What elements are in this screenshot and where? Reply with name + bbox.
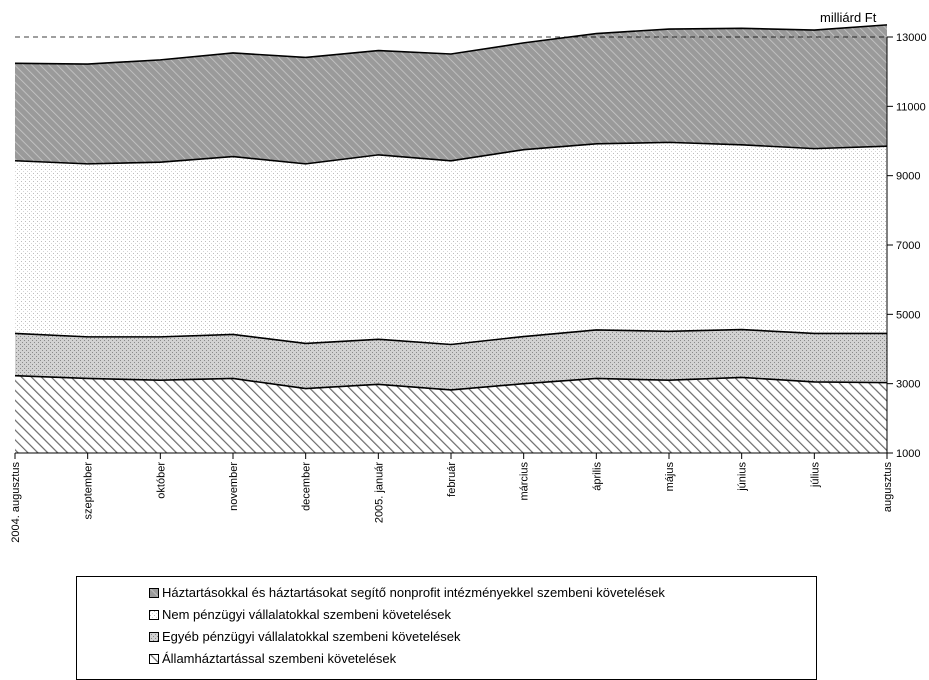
area-haztartasokkal-es-haztartasokat-segito-nonprofit-intezmenyekkel-szembeni-kovetelesek: [15, 24, 887, 164]
area-nem-penzugyi-vallalatokkal-szembeni-kovetelesek: [15, 142, 887, 345]
legend-swatch: [149, 587, 159, 598]
legend-swatch: [149, 609, 159, 620]
unit-label: milliárd Ft: [820, 10, 877, 25]
y-tick-label: 11000: [896, 101, 926, 113]
y-tick-label: 7000: [896, 240, 920, 252]
x-tick-label: július: [809, 462, 821, 489]
x-tick-label: március: [519, 462, 531, 501]
x-tick-label: május: [664, 462, 676, 492]
legend-item: Nem pénzügyi vállalatokkal szembeni köve…: [149, 607, 451, 622]
y-tick-label: 9000: [896, 171, 920, 183]
y-tick-label: 3000: [896, 379, 920, 391]
legend-item: Államháztartással szembeni követelések: [149, 651, 396, 666]
legend: Háztartásokkal és háztartásokat segítő n…: [76, 576, 817, 680]
area-egyeb-penzugyi-vallalatokkal-szembeni-kovetelesek: [15, 329, 887, 390]
x-tick-label: 2005. január: [373, 462, 385, 523]
legend-label: Háztartásokkal és háztartásokat segítő n…: [162, 585, 665, 600]
legend-label: Nem pénzügyi vállalatokkal szembeni köve…: [162, 607, 452, 622]
edge-egyeb-penzugyi-vallalatokkal-szembeni-kovetelesek: [14, 328, 887, 346]
x-tick-label: szeptember: [83, 462, 95, 520]
legend-item: Egyéb pénzügyi vállalatokkal szembeni kö…: [149, 629, 460, 644]
legend-label: Államháztartással szembeni követelések: [162, 651, 397, 666]
edge-allamhaztartassal-szembeni-kovetelesek: [14, 374, 888, 391]
y-tick-label: 5000: [896, 309, 920, 321]
legend-label: Egyéb pénzügyi vállalatokkal szembeni kö…: [162, 629, 461, 644]
y-tick-label: 1000: [896, 448, 920, 460]
legend-swatch: [149, 653, 159, 664]
area-allamhaztartassal-szembeni-kovetelesek: [15, 375, 887, 453]
x-tick-label: április: [591, 462, 603, 491]
x-tick-label: augusztus: [882, 462, 894, 513]
x-tick-label: június: [737, 462, 749, 492]
x-tick-label: december: [301, 462, 313, 511]
area-layers: [15, 24, 887, 453]
edge-nem-penzugyi-vallalatokkal-szembeni-kovetelesek: [14, 141, 888, 165]
y-tick-label: 13000: [896, 32, 927, 44]
axes: [14, 36, 893, 459]
x-tick-labels: 2004. augusztus szeptember október november…: [10, 462, 894, 543]
x-tick-label: február: [446, 462, 458, 497]
edge-haztartasokkal-es-haztartasokat-segito-nonprofit-intezmenyekkel-szembeni-kovetelesek: [14, 24, 888, 65]
legend-swatch: [149, 631, 159, 642]
x-tick-label: november: [228, 462, 240, 511]
x-tick-label: 2004. augusztus: [10, 462, 22, 543]
y-tick-labels: 1000 3000 5000 7000 9000 11000 13000: [896, 32, 927, 460]
legend-item: Háztartásokkal és háztartásokat segítő n…: [149, 585, 665, 600]
area-edges: [14, 24, 888, 391]
stacked-area-chart: 1000 3000 5000 7000 9000 11000 13000 2004. aug…: [10, 24, 927, 543]
x-tick-label: október: [155, 462, 167, 499]
